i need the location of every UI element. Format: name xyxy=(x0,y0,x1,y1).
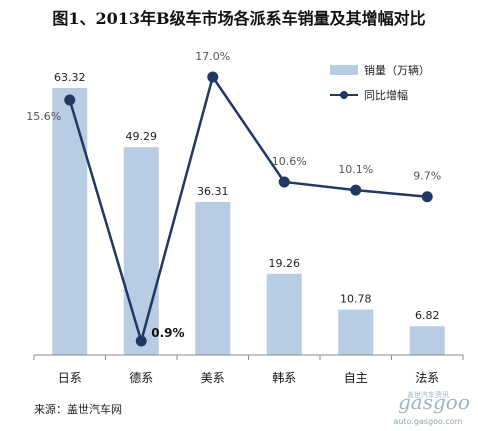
source-note: 来源：盖世汽车网 xyxy=(34,402,122,416)
growth-point-韩系 xyxy=(278,176,290,188)
category-label-日系: 日系 xyxy=(58,371,82,385)
growth-label-日系: 15.6% xyxy=(26,110,61,123)
bar-label-自主: 10.78 xyxy=(340,293,372,306)
growth-point-法系 xyxy=(421,191,433,203)
growth-line xyxy=(68,75,428,343)
bar-德系 xyxy=(123,147,159,355)
chart-title: 图1、2013年B级车市场各派系车销量及其增幅对比 xyxy=(52,9,425,28)
category-label-德系: 德系 xyxy=(129,370,153,385)
category-label-韩系: 韩系 xyxy=(272,370,296,385)
category-labels: 日系 德系 美系 韩系 自主 法系 xyxy=(33,355,464,385)
growth-label-美系: 17.0% xyxy=(195,50,230,63)
growth-label-自主: 10.1% xyxy=(338,163,373,176)
bar-法系 xyxy=(409,326,445,355)
growth-label-韩系: 10.6% xyxy=(272,155,307,168)
growth-point-德系 xyxy=(135,335,147,347)
legend-line-label: 同比增幅 xyxy=(364,88,408,102)
bar-label-韩系: 19.26 xyxy=(269,257,301,270)
bar-自主 xyxy=(338,309,374,355)
legend-bar-label: 销量（万辆） xyxy=(364,63,430,77)
watermark-url: auto.gasgoo.com xyxy=(394,417,463,426)
bar-value-labels: 63.32 49.29 36.31 19.26 10.78 6.82 xyxy=(54,71,440,322)
bar-美系 xyxy=(195,201,231,355)
legend-bar-swatch xyxy=(330,65,358,75)
watermark: gasgoo 盖世汽车资讯 auto.gasgoo.com xyxy=(394,390,470,426)
growth-point-美系 xyxy=(207,71,219,83)
growth-point-自主 xyxy=(350,184,362,196)
category-label-美系: 美系 xyxy=(201,371,225,385)
bar-韩系 xyxy=(266,273,302,355)
legend-line-marker xyxy=(340,91,348,99)
category-label-自主: 自主 xyxy=(344,371,368,385)
bar-label-美系: 36.31 xyxy=(197,185,229,198)
growth-label-德系: 0.9% xyxy=(151,326,184,340)
bar-label-德系: 49.29 xyxy=(126,130,158,143)
category-label-法系: 法系 xyxy=(415,371,439,385)
watermark-logo: gasgoo xyxy=(398,390,470,414)
bar-series xyxy=(52,88,445,355)
growth-label-法系: 9.7% xyxy=(413,170,441,183)
bar-日系 xyxy=(52,88,88,355)
line-series xyxy=(64,71,433,347)
growth-point-日系 xyxy=(64,94,76,106)
bar-label-法系: 6.82 xyxy=(415,309,440,322)
bar-label-日系: 63.32 xyxy=(54,71,86,84)
line-value-labels: 15.6% 0.9% 17.0% 10.6% 10.1% 9.7% xyxy=(26,50,441,340)
legend: 销量（万辆） 同比增幅 xyxy=(330,63,430,102)
watermark-sub: 盖世汽车资讯 xyxy=(407,390,449,399)
